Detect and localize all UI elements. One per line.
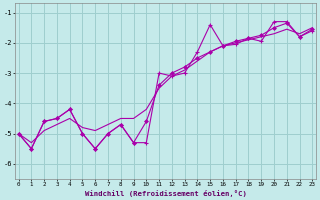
X-axis label: Windchill (Refroidissement éolien,°C): Windchill (Refroidissement éolien,°C)	[84, 190, 246, 197]
